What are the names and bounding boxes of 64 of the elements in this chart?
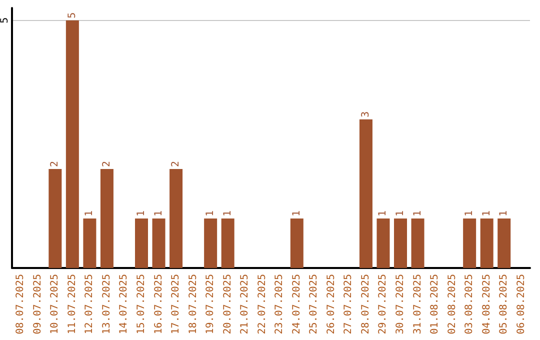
x-tick-label: 16.07.2025 xyxy=(153,274,164,334)
data-label: 1 xyxy=(412,210,424,216)
data-label: 2 xyxy=(101,160,112,167)
x-tick-label: 19.07.2025 xyxy=(205,274,216,334)
data-label: 1 xyxy=(84,210,96,216)
bar xyxy=(100,168,114,268)
data-label: 3 xyxy=(360,111,372,118)
x-tick-label: 28.07.2025 xyxy=(360,274,372,334)
x-tick-label: 22.07.2025 xyxy=(256,274,268,334)
x-tick-label: 25.07.2025 xyxy=(308,274,320,334)
x-tick-label: 03.08.2025 xyxy=(464,274,476,334)
data-label: 1 xyxy=(378,210,389,216)
x-tick-label: 12.07.2025 xyxy=(84,274,96,334)
x-tick-label: 08.07.2025 xyxy=(15,274,26,334)
x-tick-label: 01.08.2025 xyxy=(430,274,441,334)
x-tick-label: 23.07.2025 xyxy=(274,274,286,334)
bar xyxy=(394,218,407,268)
x-tick-label: 11.07.2025 xyxy=(66,274,78,334)
bar xyxy=(498,218,511,268)
bar xyxy=(66,20,79,268)
x-tick-label: 20.07.2025 xyxy=(222,274,234,334)
x-tick-label: 09.07.2025 xyxy=(32,274,44,334)
x-tick-label: 29.07.2025 xyxy=(378,274,389,334)
x-tick-label: 30.07.2025 xyxy=(395,274,406,334)
data-label: 1 xyxy=(395,210,406,216)
x-tick-label: 27.07.2025 xyxy=(343,274,354,334)
data-label: 1 xyxy=(481,210,492,216)
bar xyxy=(359,119,372,268)
x-tick-label: 13.07.2025 xyxy=(101,274,112,334)
data-label: 1 xyxy=(153,210,164,216)
bar xyxy=(135,218,148,268)
bar xyxy=(480,218,494,268)
bar xyxy=(83,218,96,268)
data-label: 2 xyxy=(50,160,61,167)
bar xyxy=(48,168,62,268)
x-tick-label: 31.07.2025 xyxy=(412,274,424,334)
bar xyxy=(204,218,218,268)
x-tick-label: 26.07.2025 xyxy=(326,274,337,334)
data-label: 1 xyxy=(291,210,302,216)
bar xyxy=(411,218,424,268)
x-tick-label: 21.07.2025 xyxy=(240,274,251,334)
x-tick-label: 24.07.2025 xyxy=(291,274,302,334)
bar xyxy=(290,218,304,268)
x-tick-label: 02.08.2025 xyxy=(446,274,458,334)
bar xyxy=(170,168,183,268)
bar xyxy=(221,218,234,268)
data-label: 1 xyxy=(498,210,510,216)
x-tick-label: 04.08.2025 xyxy=(481,274,492,334)
x-tick-label: 18.07.2025 xyxy=(188,274,199,334)
data-label: 2 xyxy=(170,160,182,167)
bar xyxy=(376,218,390,268)
x-tick-label: 15.07.2025 xyxy=(136,274,147,334)
x-tick-label: 17.07.2025 xyxy=(170,274,182,334)
data-label: 1 xyxy=(205,210,216,216)
data-label: 1 xyxy=(464,210,476,216)
bar xyxy=(463,218,476,268)
x-tick-label: 14.07.2025 xyxy=(118,274,130,334)
bar xyxy=(152,218,166,268)
x-tick-label: 05.08.2025 xyxy=(498,274,510,334)
x-tick-label: 10.07.2025 xyxy=(50,274,61,334)
data-label: 1 xyxy=(222,210,234,216)
data-label: 1 xyxy=(136,210,147,216)
x-tick-label: 06.08.2025 xyxy=(516,274,527,334)
data-label: 5 xyxy=(66,12,78,18)
